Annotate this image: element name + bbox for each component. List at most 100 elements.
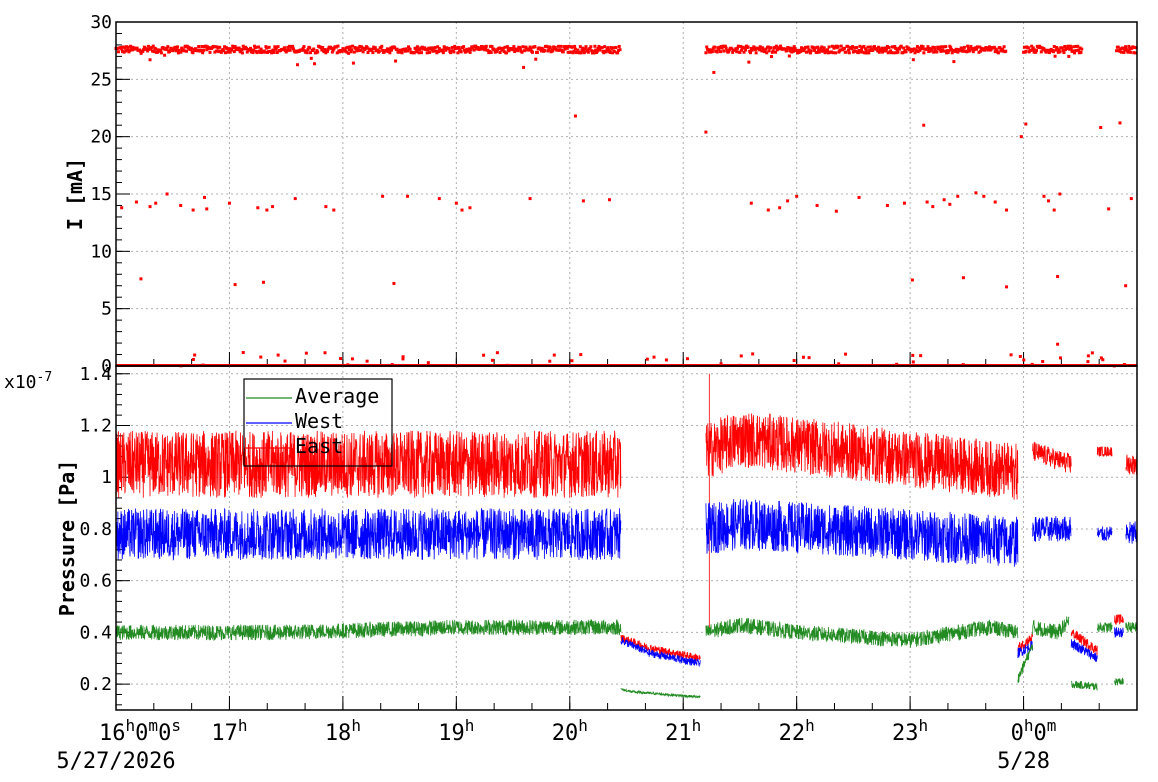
current-point (983, 48, 987, 52)
current-point (1047, 48, 1051, 52)
current-point (449, 51, 453, 55)
current-point (817, 48, 821, 52)
current-point (274, 47, 278, 51)
current-point (199, 48, 203, 52)
current-point (942, 198, 946, 202)
current-point (801, 355, 805, 359)
current-point (607, 198, 611, 202)
current-point (1052, 45, 1056, 49)
current-point (128, 48, 132, 52)
current-point (944, 45, 948, 49)
current-point (302, 45, 306, 49)
current-point (591, 49, 595, 53)
current-point (193, 48, 197, 52)
current-point (972, 48, 976, 52)
current-point (953, 49, 957, 53)
current-tick-label: 0 (101, 356, 112, 377)
current-point (159, 51, 163, 55)
current-point (995, 48, 999, 52)
time-unit: h (238, 716, 248, 735)
current-point (498, 51, 502, 55)
current-point (730, 47, 734, 51)
current-point (616, 51, 620, 55)
current-point (495, 351, 499, 355)
current-point (740, 48, 744, 52)
current-point (150, 45, 154, 49)
current-point (895, 48, 899, 52)
current-point (423, 46, 427, 50)
pressure-data (115, 373, 1138, 699)
current-point (191, 358, 195, 362)
current-point (415, 50, 419, 54)
current-point (495, 50, 499, 54)
current-point (880, 46, 884, 50)
current-point (179, 203, 183, 207)
current-point (940, 45, 944, 49)
current-point (245, 50, 249, 54)
current-point (705, 45, 709, 49)
current-point (207, 47, 211, 51)
current-point (943, 49, 947, 53)
current-point (889, 49, 893, 53)
time-unit: h (1024, 716, 1034, 735)
current-point (349, 50, 353, 54)
current-point (218, 45, 222, 49)
current-point (1119, 50, 1123, 54)
current-point (839, 44, 843, 48)
current-point (1116, 45, 1120, 49)
current-point (340, 49, 344, 53)
current-point (792, 45, 796, 49)
current-point (979, 49, 983, 53)
current-point (718, 45, 722, 49)
current-point (1068, 44, 1072, 48)
current-point (769, 46, 773, 50)
current-point (426, 48, 430, 52)
current-point (590, 51, 594, 55)
current-point (879, 48, 883, 52)
current-point (764, 47, 768, 51)
current-point (1071, 49, 1075, 53)
current-point (885, 203, 889, 207)
current-point (704, 51, 708, 55)
current-point (408, 47, 412, 51)
current-point (802, 49, 806, 53)
current-point (427, 46, 431, 50)
current-point (875, 47, 879, 51)
current-point (1005, 285, 1009, 289)
current-point (193, 353, 197, 357)
current-point (588, 46, 592, 50)
current-point (605, 47, 609, 51)
current-point (572, 49, 576, 53)
current-point (566, 50, 570, 54)
current-point (228, 50, 232, 54)
pressure-panel: 0.20.40.60.811.21.4 Pressure [Pa] x10-7 … (4, 364, 1138, 711)
current-point (1056, 275, 1060, 279)
current-point (919, 47, 923, 51)
current-point (951, 49, 955, 53)
current-point (308, 51, 312, 55)
current-point (851, 45, 855, 49)
current-point (393, 46, 397, 50)
current-point (202, 48, 206, 52)
current-point (358, 44, 362, 48)
current-point (992, 45, 996, 49)
time-tick-label: 21h (665, 716, 701, 746)
current-point (437, 197, 441, 201)
current-point (122, 50, 126, 54)
current-point (1048, 49, 1052, 53)
current-point (1074, 44, 1078, 48)
current-point (749, 201, 753, 205)
current-point (586, 50, 590, 54)
current-point (231, 45, 235, 49)
pressure-tick-label: 0.4 (79, 622, 112, 643)
time-value: 22 (779, 721, 806, 746)
current-point (121, 45, 125, 49)
current-point (259, 47, 263, 51)
current-point (595, 49, 599, 53)
current-point (202, 195, 206, 199)
current-point (966, 44, 970, 48)
current-point (212, 45, 216, 49)
current-point (511, 48, 515, 52)
current-point (226, 50, 230, 54)
